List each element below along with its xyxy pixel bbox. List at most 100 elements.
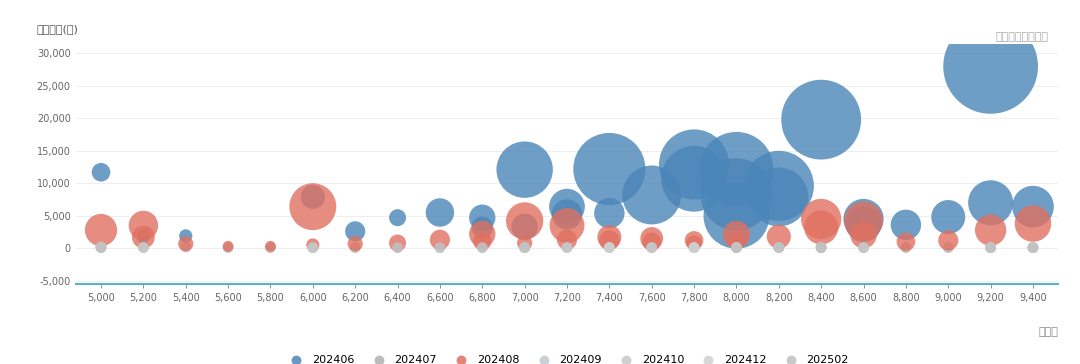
Text: 行权价: 行权价 [1039, 327, 1058, 337]
202408 [431, 237, 448, 243]
202407 [93, 244, 110, 250]
202409 [982, 245, 999, 250]
202407 [770, 244, 787, 250]
202409 [728, 245, 745, 250]
202410 [305, 245, 322, 250]
202409 [558, 245, 576, 250]
202406 [686, 162, 703, 167]
202408 [219, 244, 237, 249]
202406 [940, 214, 957, 220]
202412 [982, 245, 999, 250]
202502 [1024, 245, 1041, 250]
202406 [474, 225, 491, 230]
202406 [643, 192, 660, 198]
202408 [686, 240, 703, 246]
202410 [855, 245, 873, 250]
202408 [812, 225, 829, 230]
202407 [516, 245, 534, 250]
202406 [305, 194, 322, 200]
202406 [600, 166, 618, 172]
202409 [855, 245, 873, 250]
202502 [93, 245, 110, 250]
202407 [135, 244, 152, 250]
202407 [940, 245, 957, 250]
202409 [643, 245, 660, 250]
202406 [855, 216, 873, 222]
202412 [93, 245, 110, 250]
202406 [728, 213, 745, 219]
202407 [558, 244, 576, 250]
202407 [389, 245, 406, 250]
202409 [600, 245, 618, 250]
202407 [347, 245, 364, 250]
202408 [347, 241, 364, 246]
202410 [643, 245, 660, 250]
202408 [897, 239, 915, 245]
202406 [1024, 204, 1041, 210]
202407 [728, 245, 745, 250]
202412 [770, 245, 787, 250]
202408 [135, 222, 152, 228]
202407 [1024, 245, 1041, 250]
202408 [643, 239, 660, 245]
202407 [305, 245, 322, 250]
Text: 日持仓量(张): 日持仓量(张) [37, 24, 78, 35]
202408 [558, 222, 576, 228]
202406 [728, 166, 745, 172]
202408 [516, 240, 534, 246]
202407 [219, 245, 237, 250]
202410 [93, 245, 110, 250]
202502 [982, 245, 999, 250]
202408 [728, 232, 745, 237]
202502 [516, 245, 534, 250]
202408 [93, 227, 110, 233]
202407 [897, 245, 915, 250]
202406 [431, 210, 448, 215]
202410 [770, 245, 787, 250]
202406 [897, 222, 915, 228]
202408 [643, 236, 660, 241]
202408 [474, 238, 491, 244]
202408 [812, 216, 829, 222]
202408 [686, 237, 703, 243]
202408 [135, 234, 152, 240]
202408 [389, 240, 406, 246]
202410 [600, 245, 618, 250]
202409 [389, 245, 406, 250]
202408 [516, 218, 534, 224]
202406 [600, 210, 618, 216]
202502 [728, 245, 745, 250]
202408 [600, 234, 618, 240]
202408 [305, 242, 322, 248]
202412 [728, 245, 745, 250]
Legend: 202406, 202407, 202408, 202409, 202410, 202412, 202502: 202406, 202407, 202408, 202409, 202410, … [281, 351, 853, 364]
Text: 气泡大小：成交量: 气泡大小：成交量 [996, 32, 1049, 41]
202408 [177, 241, 194, 246]
202409 [135, 245, 152, 250]
202410 [558, 245, 576, 250]
202409 [93, 244, 110, 250]
202407 [812, 245, 829, 250]
202407 [600, 244, 618, 250]
202407 [261, 245, 279, 250]
202407 [431, 245, 448, 250]
202409 [516, 245, 534, 250]
202407 [474, 245, 491, 250]
202406 [135, 234, 152, 240]
202406 [347, 229, 364, 234]
202408 [474, 231, 491, 237]
202408 [728, 237, 745, 243]
202408 [770, 234, 787, 240]
202407 [855, 245, 873, 250]
202406 [389, 215, 406, 221]
202406 [93, 169, 110, 175]
202410 [1024, 245, 1041, 250]
202410 [982, 245, 999, 250]
202409 [474, 245, 491, 250]
202502 [812, 245, 829, 250]
202410 [686, 245, 703, 250]
202407 [982, 245, 999, 250]
202412 [1024, 245, 1041, 250]
202408 [855, 218, 873, 224]
202406 [177, 233, 194, 239]
